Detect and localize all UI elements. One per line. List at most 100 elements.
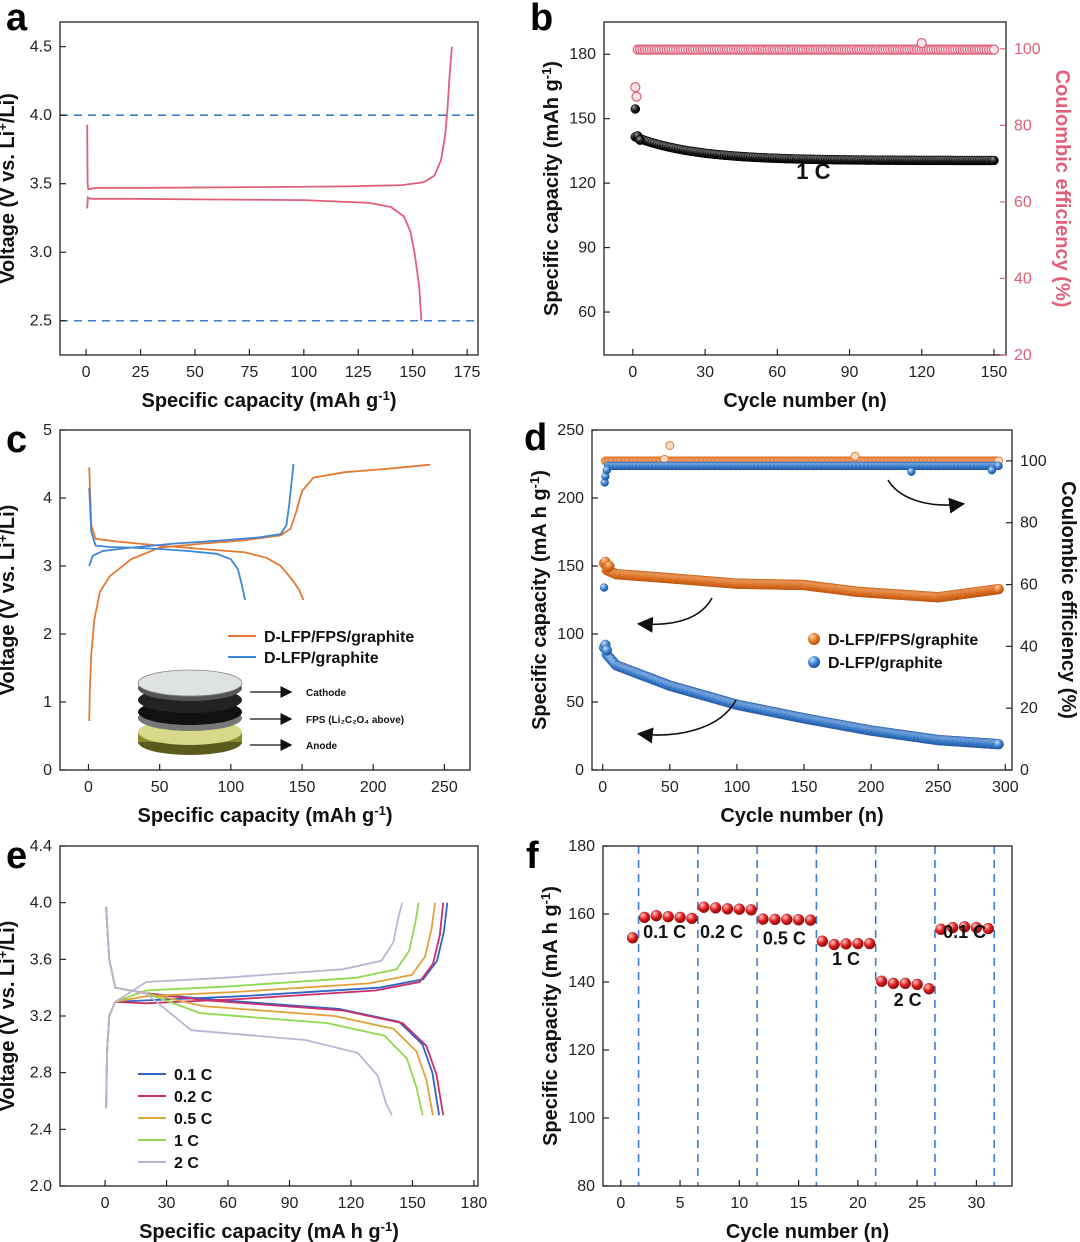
data-point <box>989 155 999 166</box>
series-line <box>86 195 423 321</box>
y-axis-title: Voltage (V vs. Li+/Li) <box>0 93 19 284</box>
series-line <box>86 46 453 191</box>
plot-frame-d <box>591 429 1013 771</box>
x-tick-label: 300 <box>992 779 1019 796</box>
x-tick-label: 30 <box>696 364 714 381</box>
inset-label: Anode <box>306 741 338 752</box>
cathode-layer <box>137 669 243 697</box>
data-point <box>982 922 994 935</box>
annotation-label: 0.1 C <box>943 922 986 942</box>
legend-entry: 1 C <box>174 1133 199 1150</box>
data-point <box>923 983 935 995</box>
annotation-label: 2 C <box>894 990 922 1010</box>
inset-label: FPS (Li₂C₂O₄ above) <box>306 715 404 726</box>
plot-area-d <box>598 441 1004 750</box>
data-point <box>816 935 828 947</box>
y-axis-title: Voltage (V vs. Li+/Li) <box>0 505 19 696</box>
data-point <box>635 135 645 145</box>
annotation-label: 0.2 C <box>700 922 743 942</box>
y2-tick-label: 100 <box>1020 453 1047 470</box>
data-point <box>864 937 876 950</box>
x-tick-label: 30 <box>158 1195 176 1212</box>
x-tick-label: 150 <box>399 1195 426 1212</box>
plot-area-a <box>60 46 478 322</box>
data-point <box>987 466 997 475</box>
x-tick-label: 200 <box>858 779 885 796</box>
x-tick-label: 20 <box>849 1195 867 1212</box>
x-tick-label: 150 <box>981 364 1008 381</box>
x-tick-label: 0 <box>616 1195 625 1212</box>
y-tick-label: 3 <box>43 558 52 575</box>
annotation-label: 0.1 C <box>643 922 686 942</box>
legend-swatch <box>808 633 820 645</box>
data-point <box>698 901 710 913</box>
discharge-curve <box>105 906 434 1116</box>
y2-tick-label: 0 <box>1020 762 1029 779</box>
x-axis-title: Specific capacity (mA h g-1) <box>139 1219 399 1242</box>
x-tick-label: 50 <box>151 779 169 796</box>
data-point <box>638 911 651 924</box>
plot-frame-b <box>603 21 1007 356</box>
x-tick-label: 90 <box>841 364 859 381</box>
data-point <box>686 912 698 925</box>
x-tick-label: 250 <box>925 779 952 796</box>
inset-label: Cathode <box>306 688 346 699</box>
y-tick-label: 140 <box>568 974 595 991</box>
y2-axis-title: Coulombic efficiency (%) <box>1051 70 1073 308</box>
panel-e: 0 30 60 90 120 150 180 2.0 2.4 2.8 3.2 3.6 4.0 4.4e Sp… <box>0 835 487 1242</box>
data-point <box>792 914 805 926</box>
y2-tick-label: 20 <box>1014 347 1032 364</box>
x-tick-label: 50 <box>186 364 204 381</box>
data-point <box>757 913 769 925</box>
y-tick-label: 4.5 <box>30 39 52 56</box>
data-point <box>935 923 947 935</box>
x-tick-label: 150 <box>399 364 426 381</box>
y2-tick-label: 40 <box>1014 270 1032 287</box>
data-point <box>970 921 983 934</box>
x-tick-label: 250 <box>431 779 458 796</box>
data-point <box>769 913 781 926</box>
x-tick-label: 25 <box>132 364 150 381</box>
data-point <box>599 583 609 592</box>
plot-area-c <box>88 463 431 722</box>
data-point <box>630 104 641 114</box>
legend-entry: 0.5 C <box>174 1111 213 1128</box>
y-tick-label: 2 <box>43 626 52 643</box>
charge-curve <box>105 902 404 1109</box>
y-tick-label: 4.4 <box>30 838 52 855</box>
data-point <box>733 903 745 915</box>
panel-f: 0.1 C 0.2 C 0.5 C 1 C 2 C 0.1 C 0 5 10 15 20 25 30 80… <box>526 835 1013 1242</box>
y-tick-label: 0 <box>43 762 52 779</box>
x-tick-label: 125 <box>345 364 372 381</box>
data-point <box>745 904 757 916</box>
x-tick-label: 50 <box>661 779 679 796</box>
y-tick-label: 60 <box>578 304 596 321</box>
plot-frame-e <box>59 845 479 1187</box>
y2-tick-label: 60 <box>1014 194 1032 211</box>
y-tick-label: 1 <box>43 694 52 711</box>
panel-a: 0 25 50 75 100 125 150 175 2.5 3.0 3.5 4.0 4.5a Speci… <box>0 0 481 412</box>
x-tick-label: 30 <box>968 1195 986 1212</box>
x-tick-label: 25 <box>908 1195 926 1212</box>
data-point <box>988 44 1000 55</box>
series-line <box>88 463 431 722</box>
data-point <box>899 977 911 990</box>
x-tick-label: 180 <box>461 1195 488 1212</box>
data-point <box>804 914 817 926</box>
y2-tick-label: 80 <box>1020 515 1038 532</box>
panel-b: 1 C 0 30 60 90 120 150 60 90 120 150 180 20 40 60 80 100… <box>530 0 1073 412</box>
y-tick-label: 100 <box>557 626 584 643</box>
y-tick-label: 150 <box>569 111 596 128</box>
x-tick-label: 100 <box>724 779 751 796</box>
data-point <box>709 902 722 914</box>
plot-frame-f <box>602 845 1013 1187</box>
annotation-label: 1 C <box>796 159 830 184</box>
x-tick-label: 75 <box>241 364 259 381</box>
panel-letter-a: a <box>6 0 28 39</box>
y-tick-label: 0 <box>575 762 584 779</box>
y-axis-title: Voltage (V vs. Li+/Li) <box>0 921 19 1112</box>
x-tick-label: 60 <box>219 1195 237 1212</box>
y-tick-label: 4.0 <box>30 107 52 124</box>
y-tick-label: 100 <box>568 1110 595 1127</box>
y-tick-label: 120 <box>568 1042 595 1059</box>
